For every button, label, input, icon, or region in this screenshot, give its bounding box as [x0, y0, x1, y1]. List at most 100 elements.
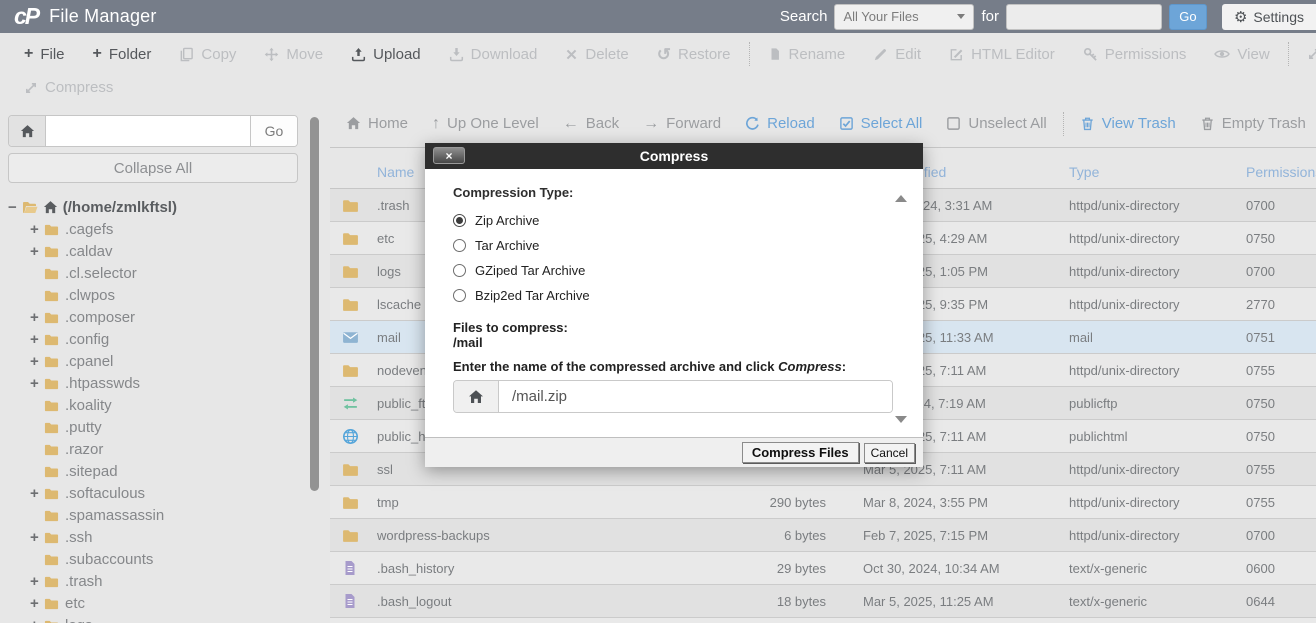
expand-plus-icon[interactable]: + [30, 528, 39, 546]
delete-button[interactable]: Delete [551, 46, 642, 63]
expand-plus-icon[interactable]: + [30, 374, 39, 392]
upload-button[interactable]: Upload [337, 46, 435, 63]
nav-back-button[interactable]: ← Back [562, 114, 620, 132]
sidebar-tree-item[interactable]: + .cpanel [0, 350, 308, 372]
path-input[interactable] [46, 116, 250, 146]
sidebar-tree-item[interactable]: + .spamassassin [0, 504, 308, 526]
cancel-button[interactable]: Cancel [863, 442, 915, 463]
compression-options: Zip Archive Tar Archive GZiped Tar Archi… [453, 208, 897, 308]
expand-plus-icon[interactable]: + [30, 330, 39, 348]
radio-option[interactable]: Bzip2ed Tar Archive [453, 283, 897, 308]
column-header-permissions[interactable]: Permissions [1245, 156, 1316, 189]
file-table-row[interactable]: .bash_history 29 bytes Oct 30, 2024, 10:… [330, 551, 1316, 585]
archive-name-input[interactable] [499, 381, 892, 412]
move-icon [264, 47, 279, 62]
path-go-button[interactable]: Go [250, 116, 297, 146]
nav-unselect-all-button[interactable]: Unselect All [934, 115, 1058, 132]
toolbar-row-1: + File + Folder Copy Move Upload Download … [0, 33, 1316, 75]
copy-button[interactable]: Copy [165, 46, 250, 63]
sidebar-tree-item[interactable]: + .softaculous [0, 482, 308, 504]
expand-plus-icon[interactable]: + [30, 594, 39, 612]
move-button[interactable]: Move [250, 46, 337, 63]
permissions-button[interactable]: Permissions [1069, 46, 1201, 63]
search-scope-select[interactable]: All Your Files [834, 3, 975, 30]
edit-button[interactable]: Edit [859, 46, 935, 63]
file-permissions: 0750 [1246, 395, 1275, 411]
expand-plus-icon[interactable]: + [30, 242, 39, 260]
sidebar-tree-item[interactable]: + .composer [0, 306, 308, 328]
sidebar-tree-item[interactable]: + .koality [0, 394, 308, 416]
file-modified: Oct 30, 2024, 10:34 AM [863, 560, 1000, 576]
sidebar-tree-item[interactable]: + .config [0, 328, 308, 350]
nav-view-trash-button[interactable]: View Trash [1068, 115, 1188, 132]
compress-files-button[interactable]: Compress Files [741, 442, 859, 463]
nav-up-one-level-button[interactable]: ↑ Up One Level [432, 114, 539, 132]
expand-plus-icon[interactable]: + [30, 572, 39, 590]
nav-home-button[interactable]: Home [334, 115, 420, 132]
sidebar-tree-item[interactable]: + .ssh [0, 526, 308, 548]
compress-button[interactable]: Compress [10, 79, 127, 96]
expand-plus-icon[interactable]: + [30, 308, 39, 326]
radio-icon [453, 214, 466, 227]
file-button[interactable]: + File [24, 45, 65, 63]
tree-root-item[interactable]: − (/home/zmlkftsl) [0, 196, 308, 218]
sidebar-tree-item[interactable]: + .trash [0, 570, 308, 592]
expand-plus-icon[interactable]: + [30, 352, 39, 370]
file-table-row[interactable]: .bash_profile 141 bytes Mar 5, 2025, 11:… [330, 617, 1316, 623]
tree-item-label: .subaccounts [65, 550, 154, 568]
file-size: 290 bytes [769, 494, 826, 510]
settings-button[interactable]: ⚙ Settings [1221, 3, 1316, 30]
nav-empty-trash-button[interactable]: Empty Trash [1188, 115, 1316, 132]
upload-icon [351, 47, 366, 62]
file-table-row[interactable]: tmp 290 bytes Mar 8, 2024, 3:55 PM httpd… [330, 485, 1316, 519]
expand-plus-icon[interactable]: + [30, 484, 39, 502]
sidebar-tree-item[interactable]: + .razor [0, 438, 308, 460]
scroll-down-icon[interactable] [895, 416, 907, 423]
sidebar-tree-item[interactable]: + .htpasswds [0, 372, 308, 394]
file-permissions: 0755 [1246, 494, 1275, 510]
mail-envelope-icon [342, 329, 359, 346]
nav-forward-button[interactable]: → Forward [643, 114, 722, 132]
dialog-close-button[interactable]: × [433, 147, 465, 164]
extract-button[interactable]: Extract [1293, 46, 1316, 63]
rename-button[interactable]: Rename [754, 46, 860, 63]
dialog-title: Compress [639, 148, 709, 164]
scroll-up-icon[interactable] [895, 195, 907, 202]
file-table-row[interactable]: wordpress-backups 6 bytes Feb 7, 2025, 7… [330, 518, 1316, 552]
archive-home-button[interactable] [454, 381, 499, 412]
view-button[interactable]: View [1200, 46, 1283, 63]
sidebar-tree-item[interactable]: + logs [0, 614, 308, 623]
nav-select-all-button[interactable]: Select All [827, 115, 935, 132]
expand-plus-icon[interactable]: + [30, 220, 39, 238]
nav-reload-button[interactable]: Reload [733, 115, 827, 132]
collapse-all-button[interactable]: Collapse All [8, 153, 298, 183]
home-path-button[interactable] [9, 116, 46, 146]
folder-button[interactable]: + Folder [92, 45, 152, 63]
file-permissions: 0600 [1246, 560, 1275, 576]
restore-button[interactable]: ↺ Restore [656, 44, 731, 64]
radio-option[interactable]: Zip Archive [453, 208, 897, 233]
download-button[interactable]: Download [435, 46, 552, 63]
sidebar-tree-item[interactable]: + .cagefs [0, 218, 308, 240]
sidebar-tree-item[interactable]: + .subaccounts [0, 548, 308, 570]
radio-option[interactable]: GZiped Tar Archive [453, 258, 897, 283]
search-input[interactable] [1005, 3, 1162, 30]
sidebar-tree-item[interactable]: + .clwpos [0, 284, 308, 306]
file-permissions: 0644 [1245, 618, 1316, 623]
key-icon [1083, 47, 1098, 62]
file-table-row[interactable]: .bash_logout 18 bytes Mar 5, 2025, 11:25… [330, 584, 1316, 618]
sidebar-tree-item[interactable]: + .sitepad [0, 460, 308, 482]
sidebar-scrollbar-thumb[interactable] [310, 117, 319, 491]
file-type: httpd/unix-directory [1069, 494, 1180, 510]
sidebar-tree-item[interactable]: + .putty [0, 416, 308, 438]
html-editor-button[interactable]: HTML Editor [935, 46, 1069, 63]
column-header-type[interactable]: Type [1068, 156, 1245, 189]
folder-icon [342, 362, 359, 379]
expand-plus-icon[interactable]: + [30, 617, 44, 623]
sidebar-tree-item[interactable]: + etc [0, 592, 308, 614]
trash-icon [1080, 116, 1095, 131]
sidebar-tree-item[interactable]: + .cl.selector [0, 262, 308, 284]
sidebar-tree-item[interactable]: + .caldav [0, 240, 308, 262]
search-go-button[interactable]: Go [1168, 3, 1207, 30]
radio-option[interactable]: Tar Archive [453, 233, 897, 258]
